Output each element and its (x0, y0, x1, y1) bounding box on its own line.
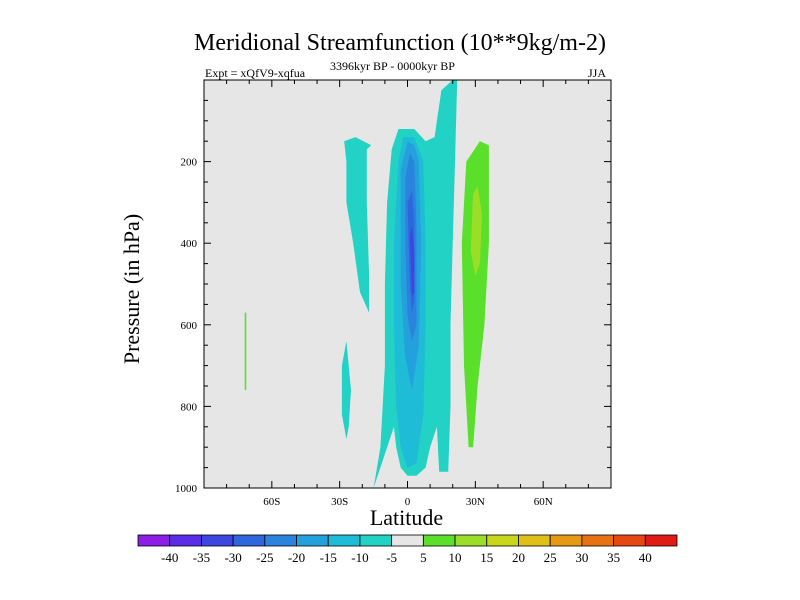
colorbar-box (644, 534, 678, 547)
x-tick-label: 30S (331, 496, 348, 508)
contour-region-neg-30 (409, 226, 415, 297)
contour-region-neg-5-sh-upper (344, 137, 372, 313)
colorbar-box (137, 534, 171, 547)
contour-region-pos-5-band (461, 141, 489, 448)
x-tick-label: 0 (405, 496, 411, 508)
contour-region-pos-5-sh-sliver (244, 312, 247, 391)
x-tick-label: 60S (263, 496, 280, 508)
colorbar-label: -20 (288, 550, 305, 565)
x-tick-label: 30N (466, 496, 485, 508)
y-tick-label: 800 (181, 401, 198, 413)
colorbar-label: -10 (351, 550, 368, 565)
contour-region-neg-5-sh-lower (341, 341, 351, 439)
colorbar-label: -15 (320, 550, 337, 565)
colorbar-box (327, 534, 361, 547)
season-label: JJA (588, 66, 607, 80)
colorbar-label: -35 (193, 550, 210, 565)
experiment-label: Expt = xQfV9-xqfua (205, 66, 306, 80)
colorbar-box (581, 534, 614, 547)
colorbar-label: 35 (607, 550, 620, 565)
colorbar-label: 30 (575, 550, 588, 565)
colorbar-box (201, 534, 234, 547)
colorbar-box (486, 534, 519, 547)
chart-title: Meridional Streamfunction (10**9kg/m-2) (194, 30, 606, 56)
colorbar-label: -30 (224, 550, 241, 565)
y-tick-label: 1000 (175, 483, 198, 495)
colorbar-label: 15 (480, 550, 493, 565)
colorbar-label: 5 (420, 550, 427, 565)
colorbar-box (518, 534, 551, 547)
y-tick-label: 400 (181, 238, 198, 250)
colorbar-box (422, 534, 456, 547)
contour-region-pos-10-core (470, 186, 483, 276)
colorbar-label: -25 (256, 550, 273, 565)
time-range-label: 3396kyr BP - 0000kyr BP (330, 59, 455, 73)
colorbar-label: -5 (386, 550, 397, 565)
x-tick-label: 60N (534, 496, 553, 508)
colorbar-box (169, 534, 202, 547)
colorbar-label: 20 (512, 550, 525, 565)
colorbar-label: 40 (639, 550, 652, 565)
y-tick-label: 200 (181, 157, 198, 169)
colorbar-box (296, 534, 329, 547)
colorbar-box (264, 534, 297, 547)
colorbar-label: 10 (449, 550, 462, 565)
colorbar-box (613, 534, 646, 547)
colorbar-box (549, 534, 583, 547)
colorbar-box (232, 534, 266, 547)
colorbar-label: 25 (544, 550, 557, 565)
colorbar-box (359, 534, 393, 547)
colorbar-box (454, 534, 488, 547)
colorbar-box (391, 534, 424, 547)
x-axis-label: Latitude (369, 505, 444, 530)
y-tick-label: 600 (181, 320, 198, 332)
colorbar-label: -40 (161, 550, 178, 565)
